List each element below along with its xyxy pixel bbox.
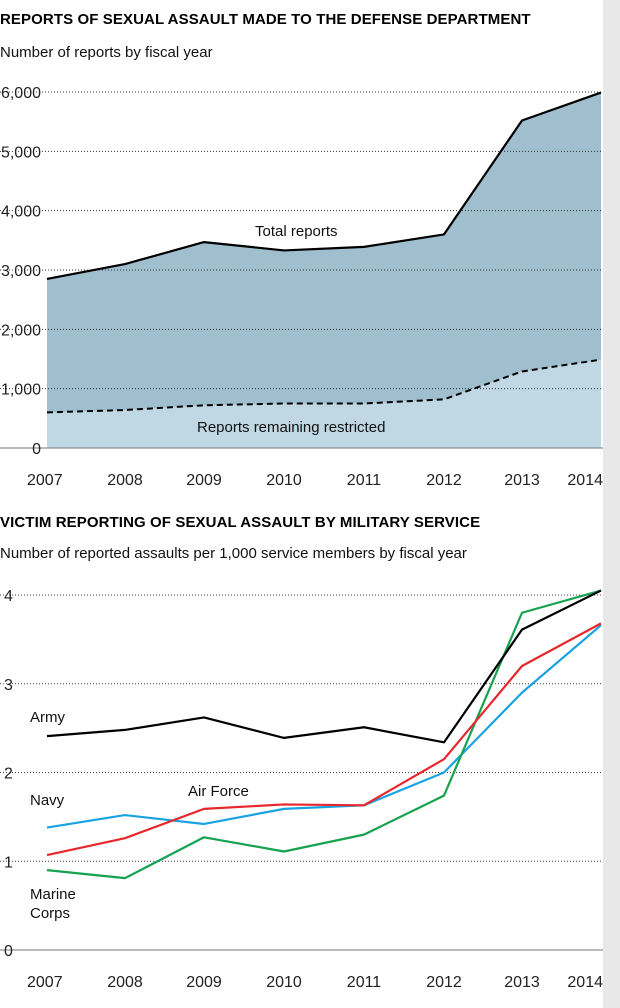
- chart2-x-tick-label: 2010: [266, 974, 302, 991]
- chart1-y-tick-label: 6,000: [1, 85, 41, 102]
- chart1-x-tick-label: 2009: [186, 472, 222, 489]
- chart2-x-tick-label: 2009: [186, 974, 222, 991]
- chart2-subtitle: Number of reported assaults per 1,000 se…: [0, 545, 467, 562]
- chart2-x-tick-label: 2012: [426, 974, 462, 991]
- chart1-x-tick-label: 2013: [504, 472, 540, 489]
- chart1-y-tick-label: 3,000: [1, 263, 41, 280]
- chart1-y-tick-label: 0: [32, 441, 41, 458]
- army-label: Army: [30, 709, 65, 726]
- marine-corps-label: Marine Corps: [30, 886, 76, 922]
- air-force-label: Air Force: [188, 783, 249, 800]
- chart1-y-tick-label: 4,000: [1, 204, 41, 221]
- marine-corps-label-line: Marine: [30, 886, 76, 903]
- chart1-y-tick-label: 5,000: [1, 144, 41, 161]
- chart2-y-tick-label: 4: [4, 588, 13, 605]
- chart1-side-strip: [603, 0, 620, 505]
- navy-label: Navy: [30, 792, 65, 809]
- chart2-y-tick-label: 3: [4, 677, 13, 694]
- restricted-reports-area: [47, 359, 601, 448]
- chart1-title: REPORTS OF SEXUAL ASSAULT MADE TO THE DE…: [0, 11, 531, 28]
- chart1-x-tick-label: 2010: [266, 472, 302, 489]
- chart2-x-tick-label: 2008: [107, 974, 143, 991]
- reports-area-chart: 0 1,000 2,000 3,000 4,000 5,000 6,000 Total rep…: [0, 0, 620, 505]
- chart2-x-tick-label: 2011: [347, 974, 382, 991]
- restricted-reports-label: Reports remaining restricted: [197, 419, 385, 436]
- chart2-y-tick-label: 2: [4, 766, 13, 783]
- navy-line: [46, 624, 602, 829]
- chart2-x-tick-label: 2007: [27, 974, 63, 991]
- total-reports-line: [46, 91, 602, 280]
- chart1-y-tick-label: 1,000: [1, 382, 41, 399]
- marine-corps-line: [46, 589, 602, 880]
- chart1-x-tick-label: 2014: [567, 472, 603, 489]
- chart2-y-tick-label: 1: [4, 854, 13, 871]
- chart2-side-strip: [603, 505, 620, 1008]
- chart1-x-tick-label: 2008: [107, 472, 143, 489]
- chart2-title: VICTIM REPORTING OF SEXUAL ASSAULT BY MI…: [0, 514, 481, 531]
- air-force-line: [46, 622, 602, 857]
- chart1-x-tick-label: 2007: [27, 472, 63, 489]
- chart1-subtitle: Number of reports by fiscal year: [0, 44, 213, 61]
- restricted-reports-line: [46, 358, 602, 414]
- chart2-x-tick-label: 2013: [504, 974, 540, 991]
- chart2-x-tick-label: 2014: [567, 974, 603, 991]
- chart1-x-tick-label: 2011: [347, 472, 382, 489]
- chart2-y-tick-label: 0: [4, 943, 13, 960]
- chart1-x-tick-label: 2012: [426, 472, 462, 489]
- army-line: [46, 589, 602, 744]
- marine-corps-label-line: Corps: [30, 905, 70, 922]
- total-reports-label: Total reports: [255, 223, 338, 240]
- chart1-y-tick-label: 2,000: [1, 322, 41, 339]
